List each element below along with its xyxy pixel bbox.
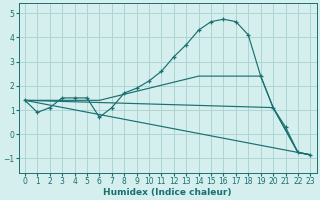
X-axis label: Humidex (Indice chaleur): Humidex (Indice chaleur) <box>103 188 232 197</box>
